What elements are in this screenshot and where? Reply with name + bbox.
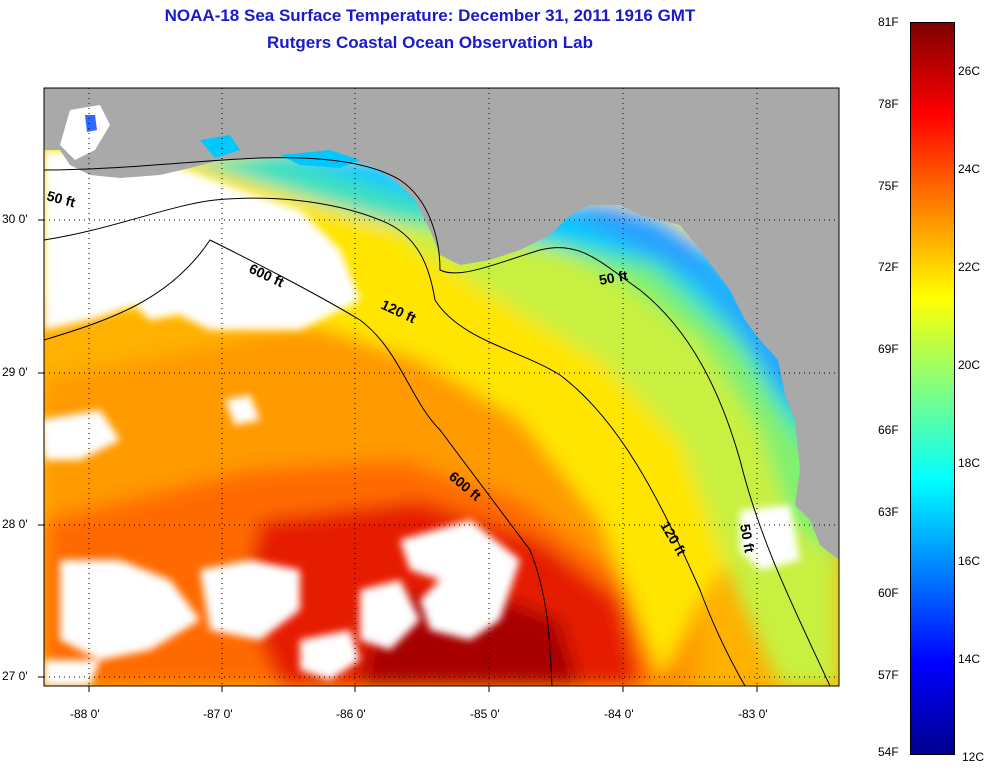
fahrenheit-label: 54F [878,745,899,759]
map-title: NOAA-18 Sea Surface Temperature: Decembe… [164,6,696,25]
cloud-cover [44,150,800,686]
land-mass [44,88,839,560]
lon-tick-label: -87 0' [203,707,233,721]
lat-tick-label: 28 0' [2,517,28,531]
celsius-label: 12C [962,750,985,764]
fahrenheit-label: 75F [878,179,899,193]
fahrenheit-label: 69F [878,342,899,356]
lat-tick-label: 27 0' [2,669,28,683]
celsius-label: 24C [958,162,981,176]
contour-label: 50 ft [737,523,758,554]
map-frame [43,87,840,687]
lat-tick-label: 29 0' [2,365,28,379]
lon-tick-label: -84 0' [604,707,634,721]
contour-label: 50 ft [45,187,77,210]
celsius-label: 16C [958,554,981,568]
depth-contours [44,157,831,686]
lon-tick-label: -86 0' [336,707,366,721]
lon-tick-label: -83 0' [738,707,768,721]
fahrenheit-label: 57F [878,668,899,682]
celsius-label: 18C [958,456,981,470]
lat-tick-label: 30 0' [2,212,28,226]
fahrenheit-label: 72F [878,260,899,274]
fahrenheit-label: 78F [878,97,899,111]
celsius-label: 22C [958,260,981,274]
fahrenheit-label: 63F [878,505,899,519]
temperature-colorbar [910,22,955,755]
lon-tick-label: -88 0' [70,707,100,721]
fahrenheit-label: 60F [878,586,899,600]
celsius-label: 26C [958,64,981,78]
celsius-label: 20C [958,358,981,372]
fahrenheit-label: 81F [878,15,899,29]
map-subtitle: Rutgers Coastal Ocean Observation Lab [267,33,593,52]
contour-label: 50 ft [598,267,629,288]
lon-tick-label: -85 0' [470,707,500,721]
fahrenheit-label: 66F [878,423,899,437]
celsius-label: 14C [958,652,981,666]
